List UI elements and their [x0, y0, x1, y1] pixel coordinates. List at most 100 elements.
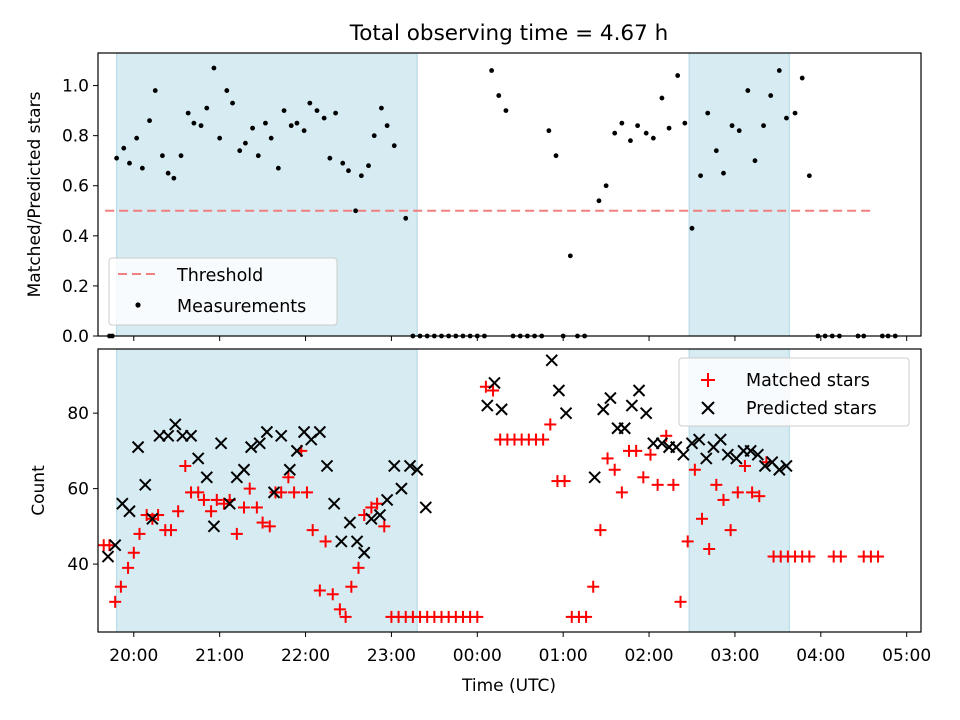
predicted-star-point-23 — [274, 429, 288, 442]
x-tick-label-0: 20:00 — [109, 646, 158, 666]
legend-matched-swatch — [701, 373, 715, 387]
matched-star-point-92 — [724, 524, 737, 537]
top-y-tick-label-1: 0.2 — [62, 277, 89, 297]
matched-star-point-88 — [696, 512, 709, 525]
legend-matched-label: Matched stars — [746, 371, 870, 391]
predicted-star-point-34 — [358, 546, 371, 559]
measurement-point-38 — [346, 168, 351, 174]
matched-star-point-36 — [326, 588, 339, 601]
matched-star-point-89 — [703, 542, 716, 555]
matched-star-point-33 — [306, 524, 319, 537]
top-y-tick-label-5: 1.0 — [62, 77, 89, 97]
measurement-point-9 — [160, 153, 165, 159]
matched-star-point-79 — [630, 444, 643, 457]
legend-threshold-label: Threshold — [176, 266, 263, 286]
predicted-stars-points — [101, 354, 793, 563]
matched-star-point-11 — [164, 524, 177, 537]
measurement-point-78 — [643, 130, 649, 136]
top-shaded-span-1 — [688, 52, 790, 337]
matched-star-point-103 — [803, 550, 816, 563]
x-tick-label-8: 04:00 — [796, 646, 845, 666]
matched-star-point-25 — [256, 516, 269, 529]
predicted-star-point-31 — [335, 535, 348, 548]
measurement-point-89 — [729, 123, 735, 129]
measurement-point-15 — [198, 123, 204, 129]
measurement-point-79 — [650, 135, 656, 141]
measurement-point-7 — [147, 118, 152, 124]
measurement-point-18 — [217, 135, 223, 141]
predicted-star-point-35 — [365, 512, 378, 526]
matched-star-point-9 — [152, 509, 165, 522]
measurement-point-93 — [761, 123, 766, 129]
measurement-point-20 — [230, 100, 235, 106]
predicted-star-point-3 — [123, 505, 136, 518]
predicted-star-point-63 — [692, 433, 706, 446]
predicted-star-point-20 — [253, 437, 266, 450]
predicted-star-point-38 — [388, 459, 401, 473]
measurement-point-39 — [353, 208, 359, 214]
matched-star-point-86 — [681, 535, 694, 548]
x-tick-label-3: 23:00 — [367, 646, 416, 666]
measurement-point-90 — [736, 128, 742, 134]
predicted-star-point-74 — [773, 463, 786, 476]
matched-star-point-108 — [872, 550, 885, 563]
matched-star-point-23 — [243, 482, 256, 495]
measurement-point-96 — [784, 115, 789, 121]
matched-star-point-16 — [197, 493, 210, 506]
matched-star-point-17 — [205, 505, 218, 518]
predicted-star-point-18 — [237, 463, 251, 476]
predicted-star-point-11 — [184, 429, 198, 442]
matched-star-point-22 — [237, 501, 250, 514]
predicted-star-point-37 — [380, 493, 394, 507]
predicted-star-point-71 — [751, 448, 765, 461]
predicted-star-point-13 — [200, 471, 213, 484]
top-y-tick-label-4: 0.8 — [62, 127, 89, 147]
legend-measurements-label: Measurements — [177, 297, 306, 317]
measurement-point-95 — [776, 68, 782, 73]
matched-star-point-91 — [717, 493, 730, 506]
measurement-point-92 — [752, 158, 758, 164]
predicted-star-point-51 — [604, 391, 617, 405]
measurement-point-86 — [705, 110, 711, 116]
matched-star-point-6 — [133, 527, 146, 540]
predicted-star-point-50 — [597, 403, 610, 416]
measurement-point-85 — [698, 173, 703, 179]
predicted-star-point-9 — [169, 418, 182, 431]
predicted-star-point-25 — [290, 444, 304, 458]
top-y-tick-label-3: 0.6 — [62, 177, 89, 197]
measurement-point-29 — [288, 123, 294, 129]
predicted-star-point-75 — [780, 459, 793, 473]
matched-star-point-18 — [210, 493, 223, 506]
predicted-star-point-0 — [101, 550, 115, 563]
measurement-point-28 — [281, 108, 287, 114]
measurement-point-84 — [689, 225, 695, 231]
measurement-point-22 — [243, 140, 248, 146]
measurement-point-73 — [603, 183, 609, 189]
predicted-star-point-6 — [146, 512, 159, 526]
predicted-star-point-47 — [552, 384, 566, 397]
matched-star-point-5 — [127, 546, 140, 559]
measurement-point-91 — [745, 88, 751, 93]
matched-star-point-105 — [834, 550, 847, 563]
measurement-point-14 — [191, 120, 197, 126]
measurement-point-75 — [619, 120, 625, 126]
matched-star-point-30 — [288, 486, 301, 499]
predicted-star-point-1 — [108, 539, 122, 552]
predicted-star-point-15 — [214, 437, 228, 450]
matched-star-point-85 — [674, 595, 687, 608]
measurement-point-72 — [596, 198, 602, 204]
x-tick-label-9: 05:00 — [882, 646, 931, 666]
predicted-star-point-48 — [559, 406, 573, 420]
predicted-star-point-22 — [267, 486, 281, 499]
measurement-point-34 — [321, 115, 327, 121]
predicted-star-point-39 — [395, 482, 408, 495]
predicted-star-point-46 — [545, 354, 558, 367]
top-panel: 0.0 0.2 0.4 0.6 0.8 1.0 Matched/Predicted sta… — [25, 52, 922, 347]
predicted-star-point-67 — [721, 448, 734, 461]
matched-star-point-87 — [688, 463, 701, 476]
measurement-point-31 — [301, 128, 307, 134]
matched-star-point-40 — [352, 561, 365, 574]
predicted-star-point-61 — [677, 448, 690, 461]
measurement-point-24 — [255, 153, 261, 159]
x-axis-label: Time (UTC) — [461, 676, 556, 696]
